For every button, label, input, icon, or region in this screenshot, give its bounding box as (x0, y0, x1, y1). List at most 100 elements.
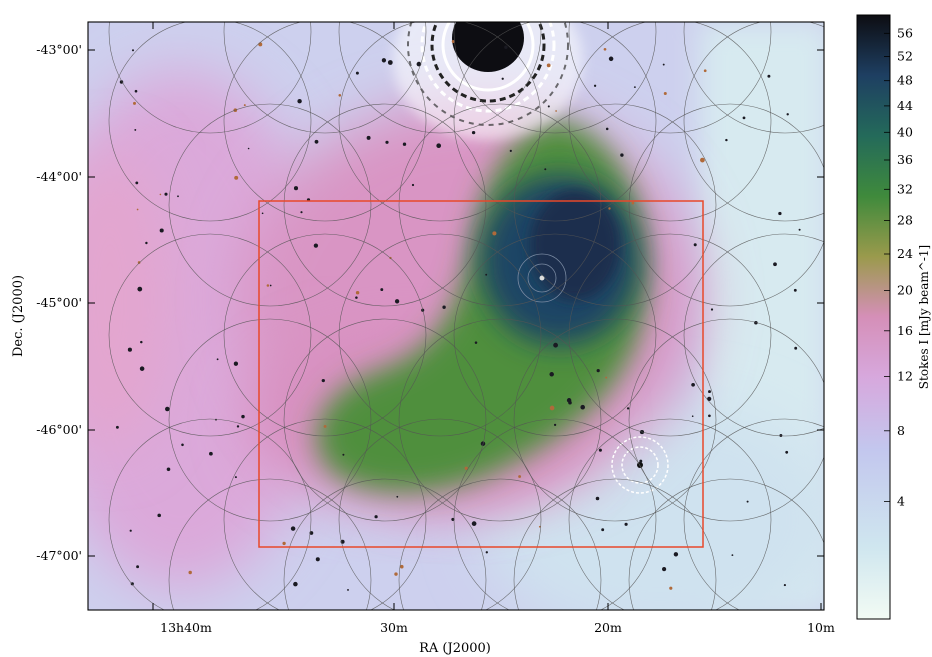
beam-circle (628, 318, 824, 522)
point-source (793, 288, 797, 292)
point-source (136, 565, 140, 569)
beam-circle (108, 418, 312, 610)
point-source (669, 586, 673, 590)
point-source (209, 451, 213, 456)
point-source (134, 89, 138, 93)
y-tick-label: -45°00' (36, 295, 82, 310)
point-source (436, 143, 442, 149)
point-source (710, 308, 714, 311)
beam-circle (108, 22, 312, 222)
colorbar-tick-label: 20 (897, 283, 913, 298)
beam-circle (338, 233, 542, 437)
point-source (381, 58, 387, 63)
beam-circle (453, 418, 657, 610)
point-source (127, 347, 132, 352)
point-source (662, 63, 665, 66)
beam-circle (568, 233, 772, 437)
point-source (708, 390, 711, 394)
point-source (136, 208, 139, 211)
point-source (700, 157, 705, 163)
point-source (501, 77, 504, 80)
point-source (778, 211, 782, 216)
colorbar-tick-label: 48 (897, 73, 913, 88)
point-source (631, 201, 635, 205)
region-box (258, 200, 704, 548)
beam-circle (568, 418, 772, 610)
y-tick-label: -43°00' (36, 42, 82, 57)
beam-circle (683, 233, 824, 437)
beam-circle (283, 478, 487, 610)
point-source (742, 116, 746, 120)
y-tick-label: -46°00' (36, 422, 82, 437)
beam-circle (628, 478, 824, 610)
point-source (474, 341, 478, 344)
plot-frame (87, 21, 825, 611)
beam-circle (168, 103, 372, 307)
point-source (731, 554, 734, 557)
point-source (266, 284, 270, 287)
x-tick-label: 10m (807, 620, 835, 635)
x-tick-label: 20m (594, 620, 622, 635)
point-source (133, 101, 136, 105)
beam-circle (283, 318, 487, 522)
point-source (347, 588, 349, 591)
beam-circle (398, 318, 602, 522)
point-source (164, 192, 168, 196)
point-source (323, 424, 327, 428)
point-source (394, 299, 400, 304)
beam-circle (683, 22, 824, 134)
point-source (626, 407, 630, 410)
point-source (137, 286, 143, 292)
colorbar-gradient (856, 14, 891, 620)
point-source (177, 195, 179, 198)
point-source (297, 99, 302, 104)
beam-circle (398, 478, 602, 610)
point-source (394, 572, 398, 576)
point-source (707, 396, 712, 402)
point-source (553, 342, 558, 348)
point-source (746, 500, 749, 503)
colorbar-tick-label: 24 (897, 246, 913, 261)
beam-circle (513, 478, 717, 610)
point-source (464, 466, 468, 470)
point-source (300, 211, 303, 214)
point-source (139, 366, 145, 371)
point-source (293, 186, 299, 191)
point-source (342, 453, 345, 456)
point-source (518, 475, 522, 478)
point-source (159, 228, 164, 233)
point-source (411, 183, 415, 187)
point-source (236, 425, 240, 428)
beam-circle (168, 318, 372, 522)
point-source (691, 415, 694, 418)
point-source (243, 104, 246, 107)
beam-circle (283, 103, 487, 307)
point-source (140, 340, 143, 344)
point-source (593, 84, 597, 87)
point-source (258, 42, 263, 47)
point-source (241, 414, 245, 419)
colorbar-tick-label: 12 (897, 369, 913, 384)
beam-circle (223, 22, 427, 134)
point-source (321, 378, 325, 383)
point-source (471, 521, 477, 526)
point-source (471, 130, 476, 135)
point-source (131, 49, 135, 52)
point-source (315, 557, 320, 562)
beam-circle (453, 22, 657, 222)
point-source (338, 94, 342, 97)
point-source (691, 382, 695, 387)
beam-circle (338, 418, 542, 610)
colorbar-tick-label: 4 (897, 494, 905, 509)
colorbar-tick-label: 28 (897, 213, 913, 228)
point-source (555, 110, 557, 112)
point-source (134, 128, 137, 131)
point-source (601, 528, 605, 532)
point-source (608, 207, 611, 210)
point-source (387, 60, 393, 65)
point-source (693, 243, 697, 247)
point-source (366, 135, 371, 140)
point-source (794, 346, 798, 350)
point-source (767, 74, 771, 78)
